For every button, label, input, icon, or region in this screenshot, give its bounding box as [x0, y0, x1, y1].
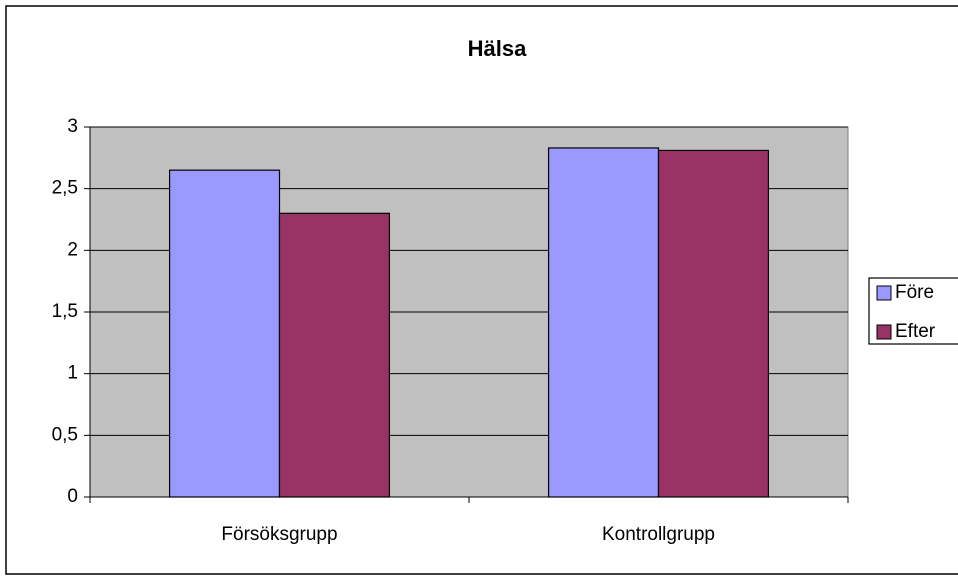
y-tick-label: 1,5 [52, 301, 78, 322]
chart-title: Hälsa [468, 36, 527, 61]
y-tick-label: 1 [67, 363, 78, 384]
legend-swatch [876, 285, 892, 301]
legend-label: Före [895, 282, 934, 303]
bar [547, 147, 660, 498]
legend-swatch [876, 324, 892, 340]
bar [168, 169, 281, 498]
bar [657, 149, 770, 498]
x-tick-label: Försöksgrupp [221, 524, 337, 545]
y-tick-label: 3 [67, 116, 78, 137]
bar [278, 212, 391, 498]
y-tick-label: 0,5 [52, 424, 78, 445]
legend-label: Efter [895, 321, 936, 342]
y-tick-label: 0 [67, 486, 78, 507]
y-tick-label: 2 [67, 239, 78, 260]
x-tick-label: Kontrollgrupp [602, 524, 715, 545]
y-tick-label: 2,5 [52, 178, 78, 199]
